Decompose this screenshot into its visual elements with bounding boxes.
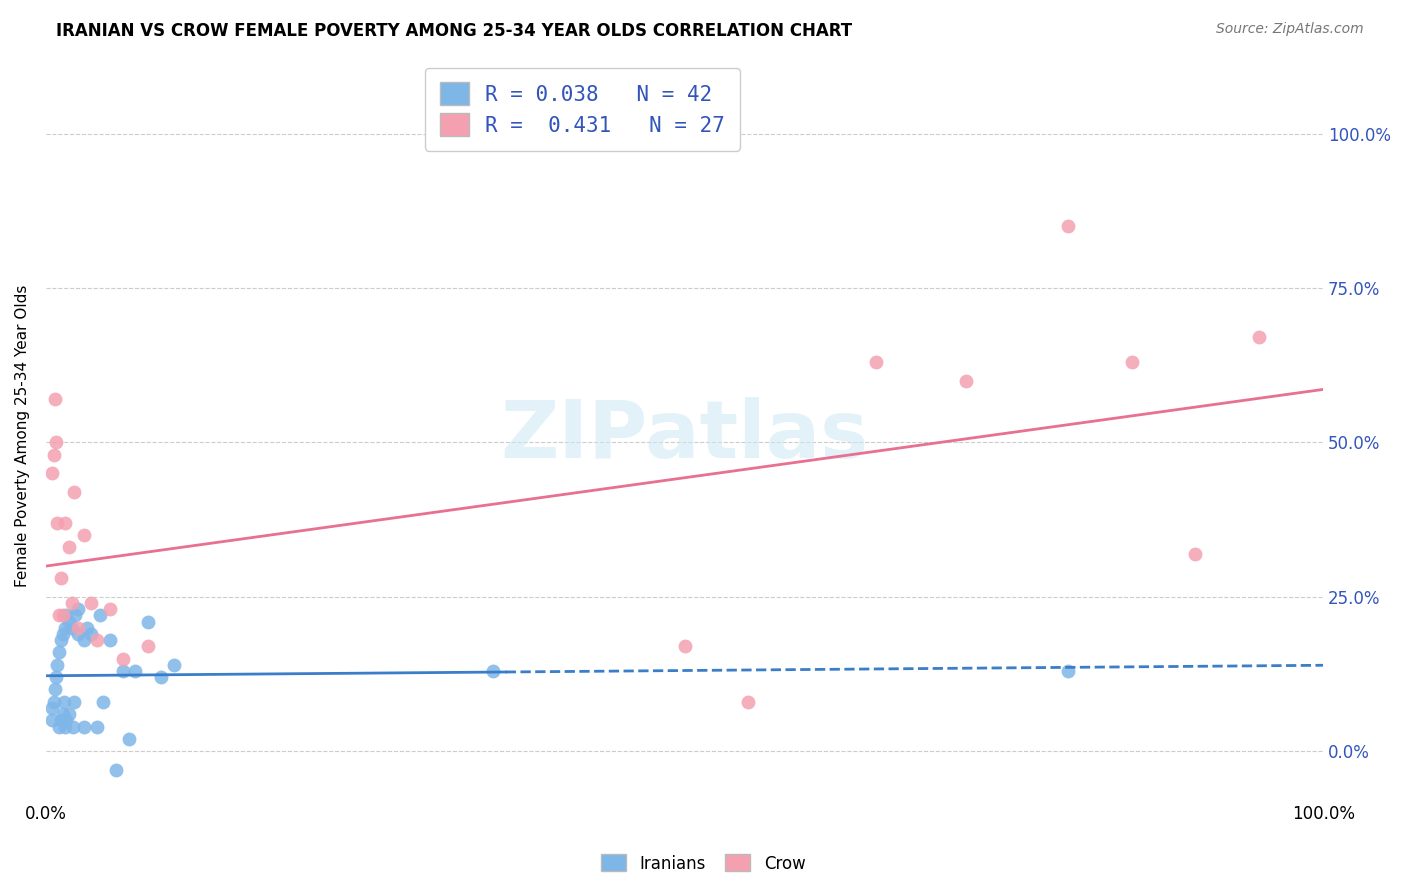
Point [73,528,96,542]
Point [63,484,86,499]
Point [52,707,75,722]
Point [737,695,759,709]
Point [58,615,80,629]
Point [136,639,159,653]
Point [136,615,159,629]
Point [1249,330,1271,344]
Point [79,596,101,610]
Text: ZIPatlas: ZIPatlas [501,397,869,475]
Point [55,714,77,728]
Point [93,695,115,709]
Point [60,596,83,610]
Point [865,355,887,369]
Point [46,657,69,672]
Point [52,627,75,641]
Point [53,621,76,635]
Point [1056,219,1078,234]
Point [86,719,108,733]
Point [673,639,696,653]
Point [98,602,121,616]
Legend: Iranians, Crow: Iranians, Crow [593,847,813,880]
Point [124,664,146,678]
Point [53,719,76,733]
Text: Source: ZipAtlas.com: Source: ZipAtlas.com [1216,22,1364,37]
Point [1121,355,1143,369]
Point [60,621,83,635]
Point [51,571,73,585]
Point [73,633,96,648]
Point [58,541,80,555]
Point [41,467,63,481]
Point [44,682,66,697]
Point [73,719,96,733]
Point [41,701,63,715]
Y-axis label: Female Poverty Among 25-34 Year Olds: Female Poverty Among 25-34 Year Olds [15,285,30,588]
Point [1184,547,1206,561]
Point [105,763,128,777]
Point [66,627,89,641]
Point [48,719,70,733]
Point [45,670,67,684]
Text: IRANIAN VS CROW FEMALE POVERTY AMONG 25-34 YEAR OLDS CORRELATION CHART: IRANIAN VS CROW FEMALE POVERTY AMONG 25-… [56,22,852,40]
Point [76,621,98,635]
Point [86,633,108,648]
Point [482,664,505,678]
Point [52,695,75,709]
Point [41,714,63,728]
Point [42,448,65,462]
Point [955,374,977,388]
Legend: R = 0.038   N = 42, R =  0.431   N = 27: R = 0.038 N = 42, R = 0.431 N = 27 [425,68,740,151]
Point [149,670,172,684]
Point [42,695,65,709]
Point [118,731,141,746]
Point [44,392,66,407]
Point [89,608,111,623]
Point [65,608,87,623]
Point [52,608,75,623]
Point [111,664,134,678]
Point [66,621,89,635]
Point [66,602,89,616]
Point [46,516,69,530]
Point [1056,664,1078,678]
Point [63,695,86,709]
Point [98,633,121,648]
Point [79,627,101,641]
Point [51,714,73,728]
Point [58,707,80,722]
Point [111,651,134,665]
Point [45,435,67,450]
Point [48,645,70,659]
Point [62,719,84,733]
Point [51,633,73,648]
Point [48,608,70,623]
Point [163,657,186,672]
Point [55,608,77,623]
Point [53,516,76,530]
